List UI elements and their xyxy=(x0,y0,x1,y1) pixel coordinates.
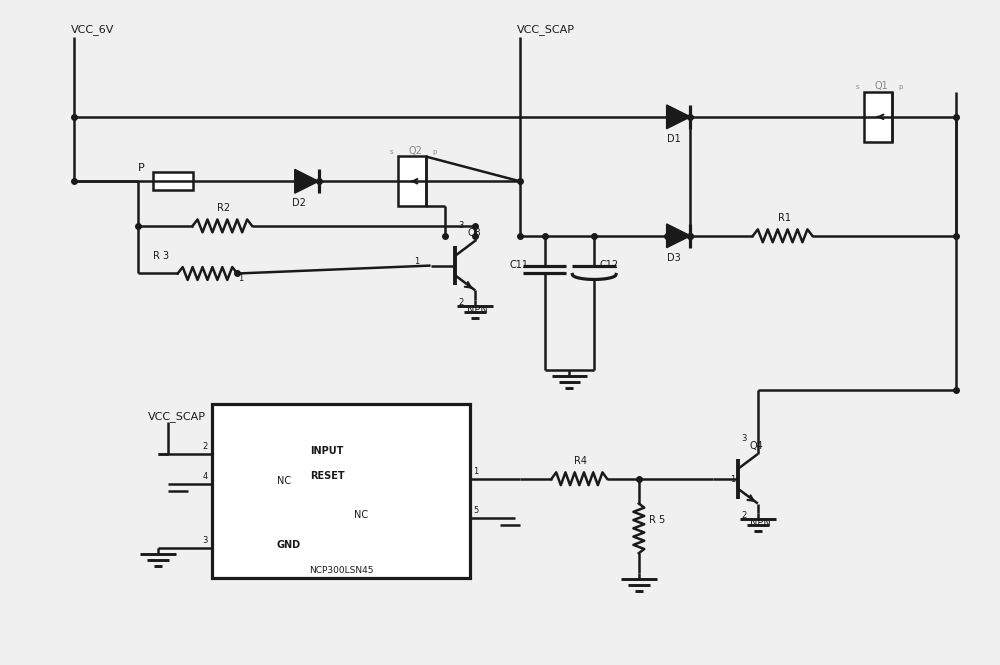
Polygon shape xyxy=(667,224,690,248)
Text: VCC_SCAP: VCC_SCAP xyxy=(517,25,575,35)
Text: Q4: Q4 xyxy=(750,441,764,451)
Polygon shape xyxy=(667,105,690,129)
Text: R 3: R 3 xyxy=(153,251,169,261)
Text: D3: D3 xyxy=(667,253,680,263)
Text: p: p xyxy=(899,84,903,90)
Text: 3: 3 xyxy=(458,221,464,230)
Text: Q2: Q2 xyxy=(409,146,423,156)
Text: NC: NC xyxy=(277,475,291,485)
Text: C12: C12 xyxy=(599,259,618,269)
Text: 1: 1 xyxy=(473,467,478,476)
Text: C11: C11 xyxy=(510,259,529,269)
Text: VCC_SCAP: VCC_SCAP xyxy=(148,411,206,422)
Text: p: p xyxy=(433,148,437,154)
Bar xyxy=(212,404,470,578)
Text: 3: 3 xyxy=(202,536,207,545)
Text: R4: R4 xyxy=(574,456,587,466)
Text: D1: D1 xyxy=(667,134,680,144)
Text: 2: 2 xyxy=(741,511,746,521)
Text: P: P xyxy=(138,164,145,174)
Text: 1: 1 xyxy=(730,475,735,483)
Text: R2: R2 xyxy=(217,203,231,213)
Text: s: s xyxy=(389,148,393,154)
Text: 2: 2 xyxy=(458,298,464,307)
Bar xyxy=(398,156,426,206)
Text: NPN: NPN xyxy=(750,518,771,529)
Bar xyxy=(864,92,892,142)
Text: NPN: NPN xyxy=(467,305,488,315)
Text: D2: D2 xyxy=(292,198,306,208)
Text: 3: 3 xyxy=(741,434,746,443)
Text: 2: 2 xyxy=(202,442,207,451)
Text: NC: NC xyxy=(354,511,368,521)
Text: GND: GND xyxy=(277,540,301,550)
Text: 5: 5 xyxy=(473,507,478,515)
Polygon shape xyxy=(295,170,319,193)
Text: RESET: RESET xyxy=(310,471,345,481)
Text: 1: 1 xyxy=(238,275,243,283)
Bar xyxy=(153,172,193,190)
Text: s: s xyxy=(855,84,859,90)
Text: Q3: Q3 xyxy=(467,228,481,238)
Text: NCP300LSN45: NCP300LSN45 xyxy=(309,566,374,575)
Text: 1: 1 xyxy=(414,257,419,265)
Text: R 5: R 5 xyxy=(649,515,665,525)
Text: R1: R1 xyxy=(778,213,791,223)
Text: 4: 4 xyxy=(202,471,207,481)
Text: VCC_6V: VCC_6V xyxy=(71,25,114,35)
Text: Q1: Q1 xyxy=(875,81,889,91)
Text: INPUT: INPUT xyxy=(310,446,344,456)
